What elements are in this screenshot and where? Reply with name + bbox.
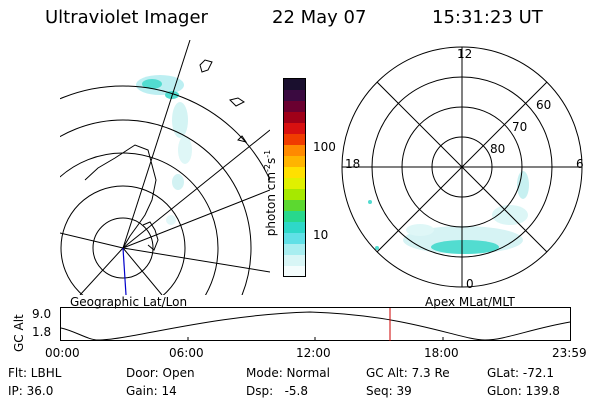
- colorbar-band: [284, 156, 305, 168]
- lat-label-60: 60: [536, 98, 552, 112]
- info-gain: Gain: 14: [126, 384, 177, 398]
- colorbar-band: [284, 79, 305, 91]
- alt-xtick-1200: 12:00: [296, 346, 331, 360]
- alt-xtick-2359: 23:59: [552, 346, 587, 360]
- colorbar-band: [284, 222, 305, 234]
- alt-ytick-1.8: 1.8: [32, 325, 52, 339]
- mlt-label-6: 6: [576, 157, 584, 171]
- info-dsp: Dsp: -5.8: [246, 384, 309, 398]
- altitude-plot: [60, 307, 571, 341]
- colorbar-band: [284, 211, 305, 223]
- time-label: 15:31:23 UT: [432, 7, 543, 28]
- alt-xtick-1800: 18:00: [424, 346, 459, 360]
- geographic-map: [60, 40, 270, 295]
- left-map-caption: Geographic Lat/Lon: [70, 295, 188, 309]
- alt-xtick-0000: 00:00: [45, 346, 80, 360]
- colorbar-band: [284, 145, 305, 157]
- instrument-title: Ultraviolet Imager: [45, 7, 208, 28]
- colorbar-unit-label: photon cm-2s-1: [263, 118, 278, 268]
- info-ip: IP: 36.0: [8, 384, 54, 398]
- alt-ytick-9: 9.0: [32, 307, 52, 321]
- info-gc-alt: GC Alt: 7.3 Re: [366, 366, 450, 380]
- aurora-emission-left: [136, 75, 192, 225]
- unit-exp1: -2: [263, 163, 272, 172]
- colorbar-band: [284, 123, 305, 135]
- info-flt: Flt: LBHL: [8, 366, 62, 380]
- info-mode: Mode: Normal: [246, 366, 330, 380]
- lat-label-80: 80: [490, 142, 506, 156]
- mlt-label-12: 12: [457, 47, 473, 61]
- colorbar-band: [284, 200, 305, 212]
- colorbar-band: [284, 178, 305, 190]
- colorbar-tick-10: 10: [313, 228, 329, 242]
- info-door: Door: Open: [126, 366, 195, 380]
- date-label: 22 May 07: [272, 7, 367, 28]
- colorbar-band: [284, 101, 305, 113]
- colorbar-band: [284, 255, 305, 267]
- lat-label-70: 70: [512, 120, 528, 134]
- unit-exp2: -1: [263, 149, 272, 158]
- unit-s: s: [264, 157, 278, 164]
- colorbar-band: [284, 90, 305, 102]
- colorbar-band: [284, 233, 305, 245]
- colorbar-band: [284, 266, 305, 278]
- colorbar-band: [284, 167, 305, 179]
- polar-map: [341, 46, 583, 288]
- mlt-label-0: 0: [466, 277, 474, 291]
- mlt-label-18: 18: [345, 157, 361, 171]
- colorbar-tick-100: 100: [313, 140, 336, 154]
- right-map-caption: Apex MLat/MLT: [425, 295, 515, 309]
- colorbar-band: [284, 189, 305, 201]
- colorbar: [283, 78, 306, 278]
- info-glat: GLat: -72.1: [487, 366, 554, 380]
- alt-ylabel: GC Alt: [12, 314, 26, 352]
- colorbar-band: [284, 134, 305, 146]
- colorbar-band: [284, 244, 305, 256]
- unit-text: photon cm: [264, 171, 278, 237]
- colorbar-band: [284, 112, 305, 124]
- alt-xtick-0600: 06:00: [169, 346, 204, 360]
- info-glon: GLon: 139.8: [487, 384, 560, 398]
- aurora-emission-right: [368, 171, 529, 254]
- info-seq: Seq: 39: [366, 384, 412, 398]
